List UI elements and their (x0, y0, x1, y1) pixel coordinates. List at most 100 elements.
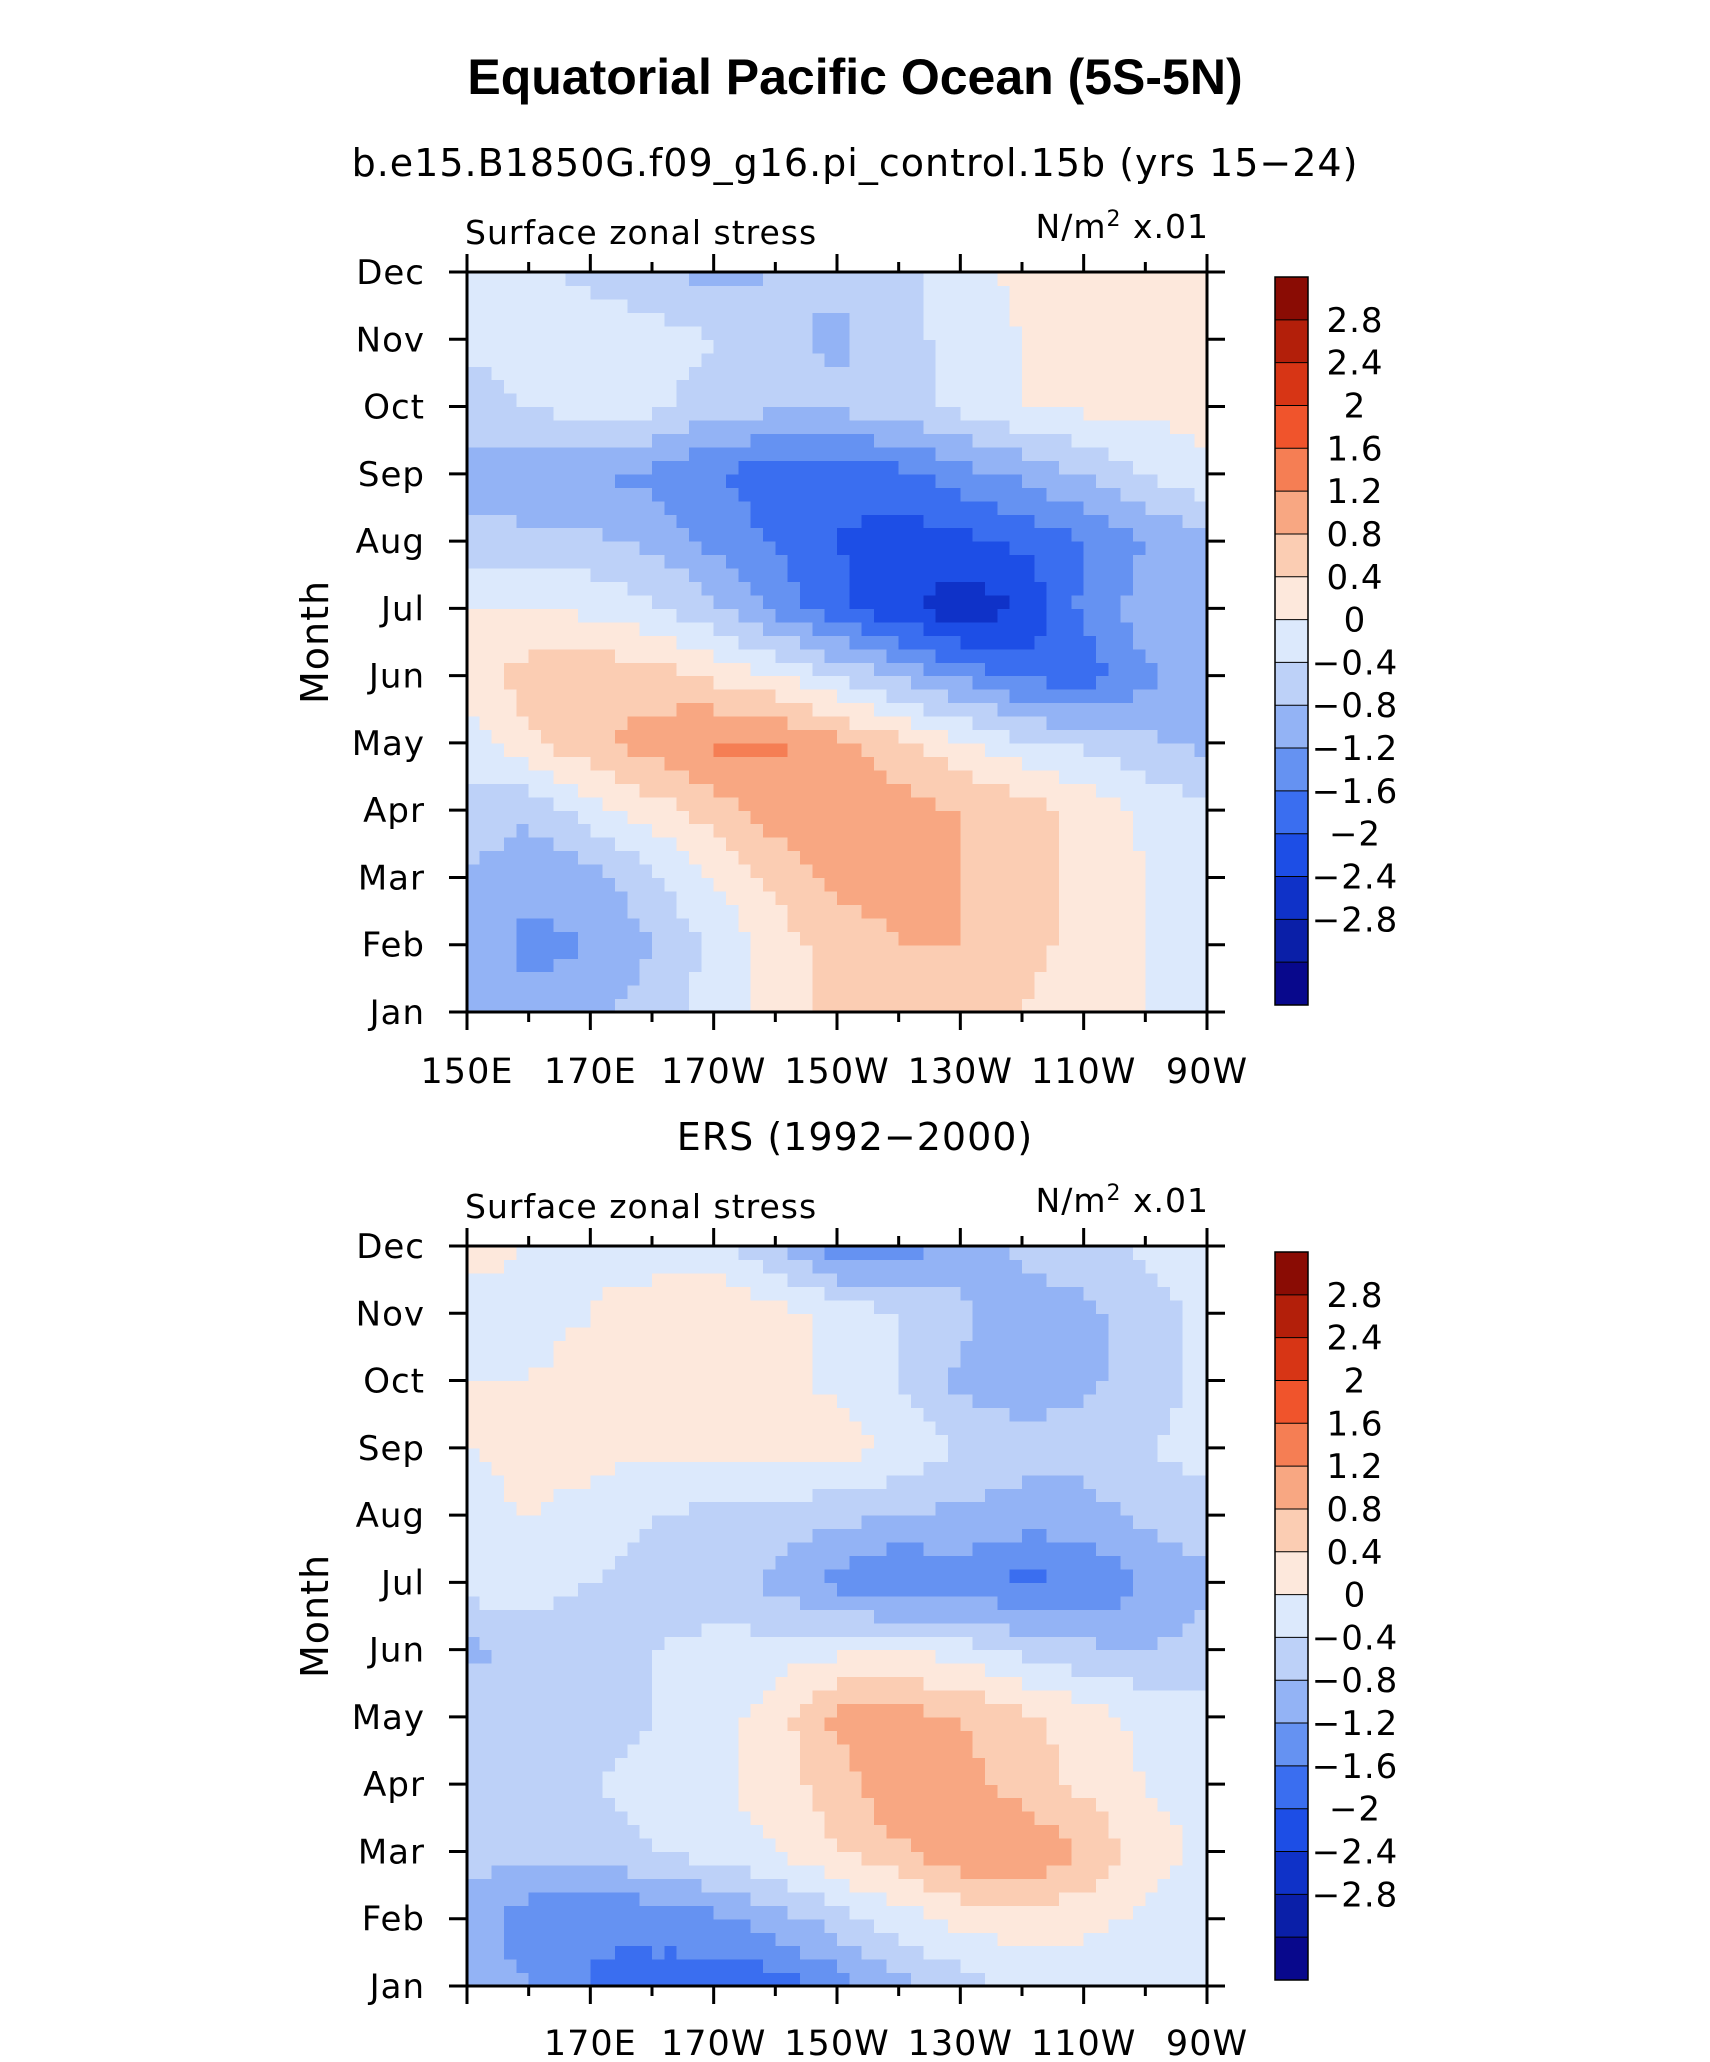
heat-cell (997, 298, 1011, 313)
heat-cell (874, 621, 887, 636)
heat-cell (1145, 985, 1159, 1000)
heat-cell (652, 998, 665, 1013)
heat-cell (491, 541, 505, 556)
heat-cell (726, 1918, 739, 1933)
heat-cell (738, 850, 752, 865)
heat-cell (874, 1690, 887, 1705)
heat-cell (837, 433, 850, 448)
heat-cell (652, 352, 665, 367)
heat-cell (1071, 675, 1085, 690)
heat-cell (948, 1891, 961, 1906)
heat-cell (750, 648, 764, 663)
heat-cell (1083, 783, 1097, 798)
heat-cell (997, 1703, 1011, 1718)
heat-cell (997, 1716, 1011, 1731)
heat-cell (565, 608, 579, 623)
heat-cell (1034, 958, 1048, 973)
heat-cell (763, 1905, 776, 1920)
heat-cell (590, 514, 604, 529)
heat-cell (627, 1649, 641, 1664)
heat-cell (750, 1824, 764, 1839)
heat-cell (528, 272, 542, 287)
heat-cell (1157, 1770, 1171, 1785)
heat-cell (1046, 1972, 1060, 1987)
heat-cell (812, 689, 826, 704)
heat-cell (1083, 823, 1097, 838)
heat-cell (874, 890, 887, 905)
heat-cell (689, 850, 702, 865)
heat-cell (590, 581, 604, 596)
heat-cell (578, 1703, 591, 1718)
heat-cell (1182, 527, 1196, 542)
heat-cell (911, 1757, 924, 1772)
heat-cell (528, 1649, 542, 1664)
heat-cell (1120, 352, 1134, 367)
heat-cell (1046, 594, 1060, 609)
heat-cell (1133, 298, 1146, 313)
heat-cell (479, 460, 493, 475)
heat-cell (1009, 1730, 1023, 1745)
heat-cell (911, 312, 924, 327)
heat-cell (1145, 1811, 1159, 1826)
heat-cell (1034, 823, 1048, 838)
heat-cell (1034, 527, 1048, 542)
heat-cell (1194, 366, 1208, 381)
heat-cell (775, 998, 789, 1013)
heat-cell (1034, 675, 1048, 690)
heat-cell (664, 473, 678, 488)
heat-cell (553, 1730, 567, 1745)
heat-cell (1022, 339, 1035, 354)
heat-cell (1071, 1716, 1085, 1731)
heat-cell (1034, 756, 1048, 771)
heat-cell (935, 1716, 949, 1731)
heat-cell (997, 1797, 1011, 1812)
heat-cell (911, 904, 924, 919)
heat-cell (787, 473, 801, 488)
heat-cell (516, 1690, 530, 1705)
heat-cell (824, 379, 838, 394)
heat-cell (1083, 850, 1097, 865)
heat-cell (886, 298, 900, 313)
heat-cell (491, 944, 505, 959)
heat-cell (1194, 756, 1208, 771)
heat-cell (590, 998, 604, 1013)
heat-cell (602, 1945, 616, 1960)
heat-cell (787, 769, 801, 784)
heat-cell (528, 541, 542, 556)
heat-cell (763, 1838, 776, 1853)
heat-cell (664, 742, 678, 757)
heat-cell (701, 837, 715, 852)
heat-cell (713, 742, 727, 757)
heat-cell (1170, 514, 1183, 529)
heat-cell (1120, 1905, 1134, 1920)
heat-cell (800, 581, 813, 596)
heat-cell (726, 473, 739, 488)
heat-cell (1059, 742, 1072, 757)
heat-cell (948, 1636, 961, 1651)
heat-cell (701, 1676, 715, 1691)
heat-cell (1034, 877, 1048, 892)
heat-cell (849, 352, 863, 367)
heat-cell (886, 1636, 900, 1651)
heat-cell (1046, 958, 1060, 973)
heat-cell (528, 1851, 542, 1866)
heat-cell (837, 1932, 850, 1947)
heat-cell (911, 783, 924, 798)
heat-cell (800, 850, 813, 865)
heat-cell (615, 594, 628, 609)
heat-cell (615, 810, 628, 825)
heat-cell (849, 272, 863, 287)
heat-cell (565, 406, 579, 421)
y-tick-label: Sep (358, 455, 425, 495)
heat-cell (1083, 352, 1097, 367)
heat-cell (1133, 1703, 1146, 1718)
heat-cell (824, 1918, 838, 1933)
heat-cell (541, 1905, 554, 1920)
heat-cell (800, 810, 813, 825)
heat-cell (504, 487, 517, 502)
heat-cell (1108, 1649, 1122, 1664)
heat-cell (639, 917, 653, 932)
heat-cell (1046, 1905, 1060, 1920)
heat-cell (504, 541, 517, 556)
heat-cell (578, 1757, 591, 1772)
